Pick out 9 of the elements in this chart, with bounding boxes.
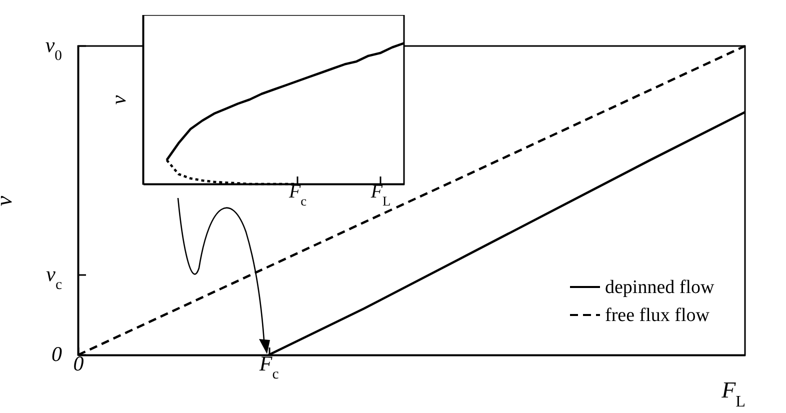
x-tick-label: F$_{c}$ xyxy=(258,352,280,382)
legend-label: free flux flow xyxy=(605,305,710,326)
text: v$_{0}$ xyxy=(45,33,62,64)
y-axis-title: v xyxy=(0,195,16,206)
text: v$_{c}$ xyxy=(46,262,62,293)
x-axis-title: F$_{L}$ xyxy=(720,378,746,410)
y-axis-title: v xyxy=(106,94,130,105)
legend-label: depinned flow xyxy=(605,277,714,298)
x-tick-label: F$_{c}$ xyxy=(288,182,307,208)
